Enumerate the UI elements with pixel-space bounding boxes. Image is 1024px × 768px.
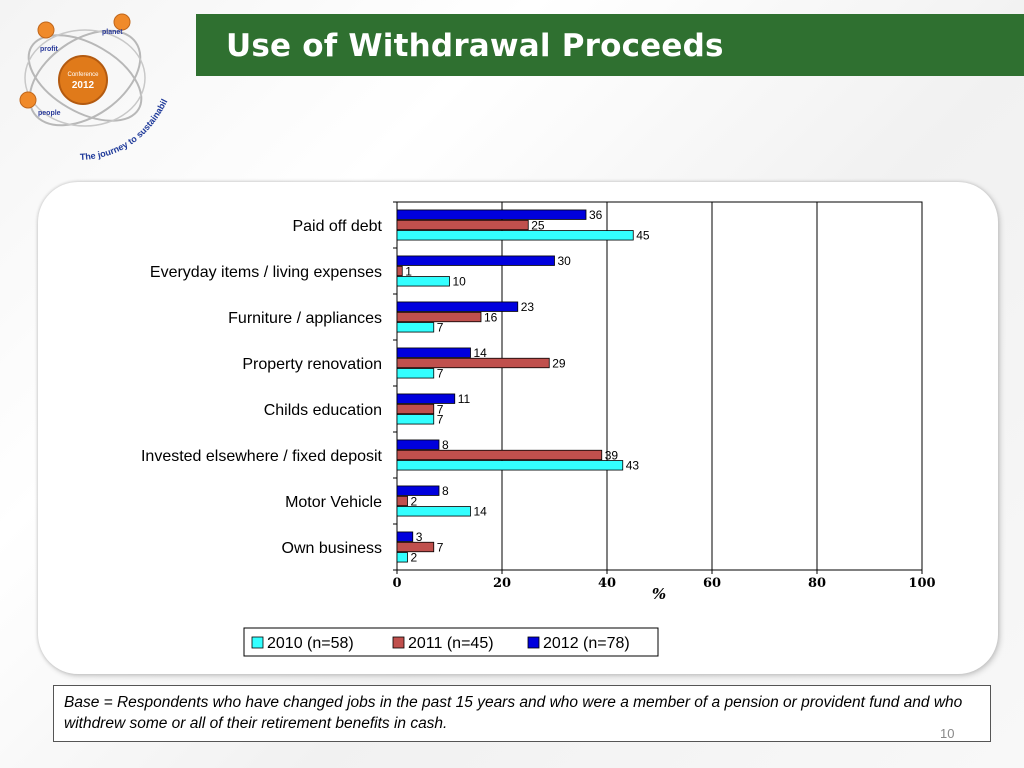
bar-s1-c6 <box>396 495 408 507</box>
data-label-s0-c6: 14 <box>474 505 488 519</box>
bar-s0-c5 <box>396 460 624 471</box>
x-tick-label-2: 40 <box>598 576 616 591</box>
legend-swatch-0 <box>251 636 264 649</box>
footnote-text: Base = Respondents who have changed jobs… <box>64 694 963 732</box>
bar-s0-c6 <box>396 506 471 517</box>
data-label-s2-c0: 36 <box>589 208 603 222</box>
title-bar: Use of Withdrawal Proceeds <box>196 14 1024 76</box>
legend-label-0: 2010 (n=58) <box>267 635 354 652</box>
legend-label-2: 2012 (n=78) <box>543 635 630 652</box>
bar-s2-c2 <box>396 301 519 312</box>
data-label-s2-c6: 8 <box>442 484 449 498</box>
chart-card: 0 20 40 60 80 100% Paid off debt Everyday items… <box>38 182 998 674</box>
bar-s1-c2 <box>396 311 482 323</box>
data-label-s0-c0: 45 <box>636 229 650 243</box>
data-label-s1-c1: 1 <box>405 264 412 278</box>
bar-s1-c5 <box>396 449 603 461</box>
bar-s1-c1 <box>396 265 403 277</box>
data-label-s1-c0: 25 <box>531 218 545 232</box>
data-label-s2-c2: 23 <box>521 300 535 314</box>
bar-s0-c2 <box>396 322 435 333</box>
x-tick-label-0: 0 <box>392 576 401 591</box>
data-label-s2-c3: 14 <box>474 346 488 360</box>
bar-s2-c3 <box>396 347 471 358</box>
bar-s0-c0 <box>396 230 634 241</box>
bar-s0-c4 <box>396 414 435 425</box>
data-label-s2-c1: 30 <box>558 254 572 268</box>
x-tick-label-4: 80 <box>808 576 826 591</box>
footnote-box: Base = Respondents who have changed jobs… <box>53 685 991 742</box>
data-label-s0-c3: 7 <box>437 367 444 381</box>
category-label-6: Motor Vehicle <box>285 494 382 511</box>
data-label-s0-c1: 10 <box>453 275 467 289</box>
data-label-s1-c4: 7 <box>437 402 444 416</box>
logo-year-text: 2012 <box>72 80 95 91</box>
data-label-s0-c5: 43 <box>626 459 640 473</box>
category-label-2: Furniture / appliances <box>228 310 382 327</box>
bar-s1-c7 <box>396 541 435 553</box>
logo-people-text: people <box>38 110 61 117</box>
category-label-4: Childs education <box>264 402 382 419</box>
data-label-s1-c2: 16 <box>484 310 498 324</box>
logo-profit-text: profit <box>40 46 59 53</box>
logo-conference-text: Conference <box>67 72 99 78</box>
bar-s0-c3 <box>396 368 435 379</box>
data-label-s2-c5: 8 <box>442 438 449 452</box>
bar-s1-c0 <box>396 219 529 231</box>
bar-s2-c1 <box>396 255 555 266</box>
conference-logo: Conference 2012 planet profit people The… <box>10 8 169 162</box>
bar-s2-c0 <box>396 209 587 220</box>
data-label-s2-c7: 3 <box>416 530 423 544</box>
x-tick-label-5: 100 <box>908 576 935 591</box>
x-tick-label-3: 60 <box>703 576 721 591</box>
data-label-s1-c6: 2 <box>411 494 418 508</box>
bar-s2-c4 <box>396 393 456 404</box>
legend-box <box>243 627 659 657</box>
data-label-s1-c3: 29 <box>552 356 566 370</box>
data-label-s0-c2: 7 <box>437 321 444 335</box>
legend-swatch-1 <box>392 636 405 649</box>
bar-s2-c7 <box>396 531 414 542</box>
data-label-s1-c5: 39 <box>605 448 619 462</box>
bar-s0-c1 <box>396 276 450 287</box>
bar-s2-c6 <box>396 485 440 496</box>
category-label-3: Property renovation <box>242 356 382 373</box>
data-label-s0-c7: 2 <box>411 551 418 565</box>
bar-s0-c7 <box>396 552 408 563</box>
data-label-s2-c4: 11 <box>458 392 471 406</box>
legend-swatch-2 <box>527 636 540 649</box>
data-label-s1-c7: 7 <box>437 540 444 554</box>
category-label-0: Paid off debt <box>292 218 382 235</box>
bar-s2-c5 <box>396 439 440 450</box>
category-label-1: Everyday items / living expenses <box>150 264 382 281</box>
x-tick-label-1: 20 <box>493 576 511 591</box>
bar-s1-c3 <box>396 357 550 369</box>
x-axis-label: % <box>652 585 666 603</box>
legend-label-1: 2011 (n=45) <box>408 635 494 652</box>
logo-planet-text: planet <box>102 29 123 36</box>
category-label-7: Own business <box>282 540 383 557</box>
page-title: Use of Withdrawal Proceeds <box>226 28 724 64</box>
bar-s1-c4 <box>396 403 435 415</box>
category-label-5: Invested elsewhere / fixed deposit <box>141 448 383 465</box>
data-label-s0-c4: 7 <box>437 413 444 427</box>
page-number: 10 <box>940 726 955 741</box>
bar-chart: 0 20 40 60 80 100% Paid off debt Everyday items… <box>141 201 936 657</box>
